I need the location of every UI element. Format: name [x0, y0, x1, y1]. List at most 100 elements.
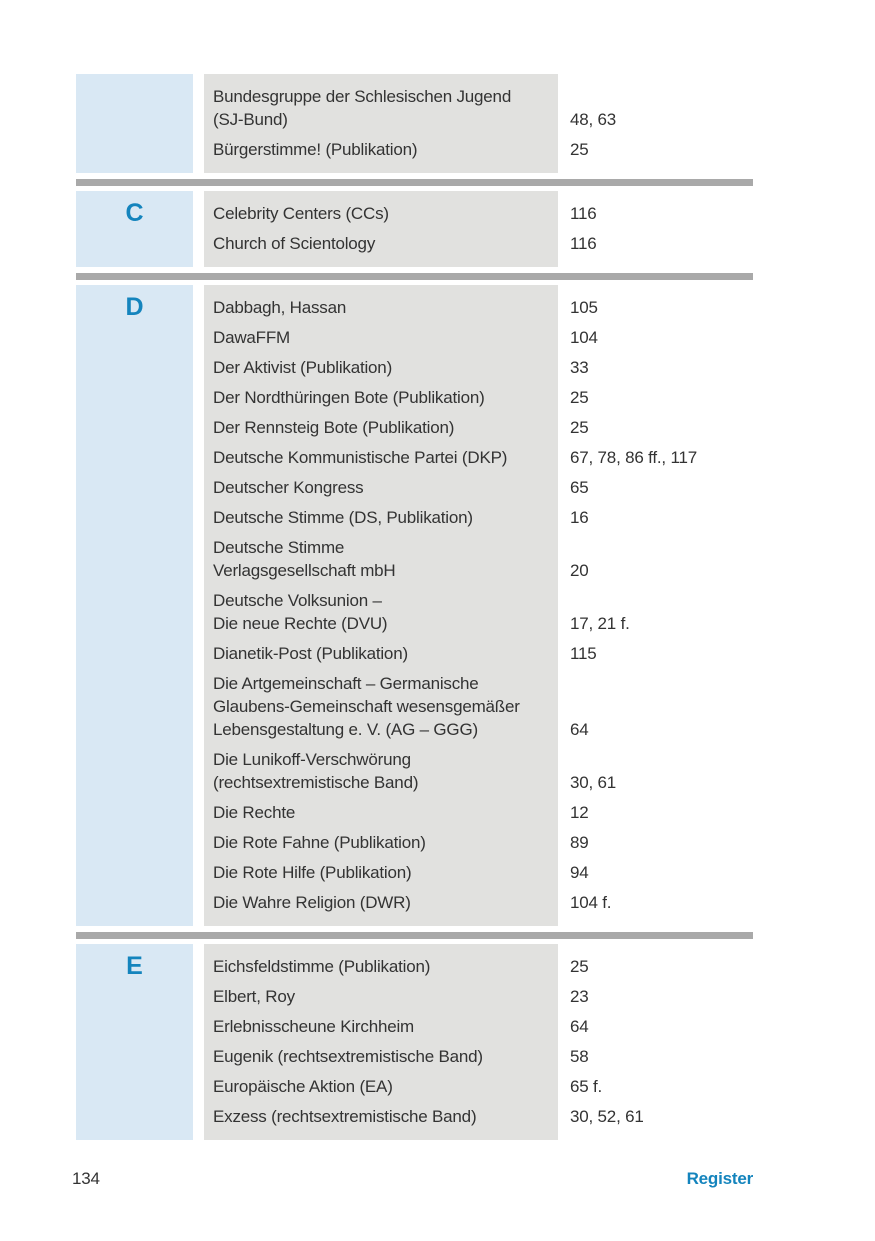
entry-pages: 104: [570, 328, 598, 347]
entry-name: DawaFFM: [213, 328, 290, 347]
entry-pages: 48, 63: [570, 110, 617, 129]
entry-name: Erlebnisscheune Kirchheim: [213, 1017, 414, 1036]
section-letter-cell: E: [76, 944, 193, 1140]
entry-name: Deutsche Stimme Verlagsgesellschaft mbH: [213, 538, 396, 580]
index-entry: Deutsche Volksunion – Die neue Rechte (D…: [204, 589, 753, 635]
entry-pages: 25: [570, 140, 589, 159]
entry-name: Eichsfeldstimme (Publikation): [213, 957, 431, 976]
index-entry: Erlebnisscheune Kirchheim 64: [204, 1015, 753, 1038]
section-entries: Dabbagh, Hassan 105 DawaFFM 104 Der Akti…: [204, 285, 753, 926]
index-entry: Der Rennsteig Bote (Publikation) 25: [204, 416, 753, 439]
entry-name: Church of Scientology: [213, 234, 376, 253]
entry-name: Die Wahre Religion (DWR): [213, 893, 411, 912]
entry-name: Der Aktivist (Publikation): [213, 358, 393, 377]
page-number: 134: [72, 1169, 100, 1188]
entry-pages: 25: [570, 957, 589, 976]
section-separator: [76, 932, 753, 939]
index-entry: Die Lunikoff-Verschwörung (rechtsextremi…: [204, 748, 753, 794]
index-entry: Celebrity Centers (CCs) 116: [204, 202, 753, 225]
register-label: Register: [686, 1169, 754, 1188]
index-entry: Elbert, Roy 23: [204, 985, 753, 1008]
entry-pages: 104 f.: [570, 893, 612, 912]
entry-name: Die Rote Fahne (Publikation): [213, 833, 426, 852]
column-gap: [193, 74, 204, 173]
entry-pages: 33: [570, 358, 589, 377]
index-section-c: C Celebrity Centers (CCs) 116 Church of …: [76, 191, 753, 267]
entry-name: Exzess (rechtsextremistische Band): [213, 1107, 477, 1126]
entry-pages: 65 f.: [570, 1077, 603, 1096]
column-gap: [193, 191, 204, 267]
index-entry: Deutscher Kongress 65: [204, 476, 753, 499]
column-gap: [193, 285, 204, 926]
entry-name: Eugenik (rechtsextremistische Band): [213, 1047, 483, 1066]
entry-pages: 64: [570, 720, 589, 739]
index-entry: Deutsche Stimme (DS, Publikation) 16: [204, 506, 753, 529]
entry-name: Der Rennsteig Bote (Publikation): [213, 418, 455, 437]
index-entry: DawaFFM 104: [204, 326, 753, 349]
section-letter: E: [126, 952, 143, 980]
entry-pages: 17, 21 f.: [570, 614, 630, 633]
entry-name: Celebrity Centers (CCs): [213, 204, 389, 223]
entry-pages: 64: [570, 1017, 589, 1036]
entry-name: Die Artgemeinschaft – Germanische Glaube…: [213, 674, 520, 739]
entry-pages: 25: [570, 388, 589, 407]
index-entry: Die Rechte 12: [204, 801, 753, 824]
entry-name: Deutsche Kommunistische Partei (DKP): [213, 448, 508, 467]
index-entry: Die Rote Hilfe (Publikation) 94: [204, 861, 753, 884]
section-letter-cell: [76, 74, 193, 173]
index-entry: Church of Scientology 116: [204, 232, 753, 255]
entry-name: Bürgerstimme! (Publikation): [213, 140, 418, 159]
index-entry: Bundesgruppe der Schlesischen Jugend (SJ…: [204, 85, 753, 131]
register-content: Bundesgruppe der Schlesischen Jugend (SJ…: [76, 74, 753, 1140]
index-entry: Dabbagh, Hassan 105: [204, 296, 753, 319]
entry-name: Bundesgruppe der Schlesischen Jugend (SJ…: [213, 87, 512, 129]
section-letter-cell: D: [76, 285, 193, 926]
section-entries: Bundesgruppe der Schlesischen Jugend (SJ…: [204, 74, 753, 173]
index-entry: Bürgerstimme! (Publikation) 25: [204, 138, 753, 161]
entry-name: Dabbagh, Hassan: [213, 298, 347, 317]
entry-pages: 65: [570, 478, 589, 497]
entry-pages: 89: [570, 833, 589, 852]
footer: 134 Register: [72, 1169, 753, 1189]
entry-pages: 16: [570, 508, 589, 527]
index-entry: Eichsfeldstimme (Publikation) 25: [204, 955, 753, 978]
index-entry: Europäische Aktion (EA) 65 f.: [204, 1075, 753, 1098]
index-entry: Dianetik-Post (Publikation) 115: [204, 642, 753, 665]
section-letter: D: [125, 293, 144, 321]
section-letter-cell: C: [76, 191, 193, 267]
index-entry: Deutsche Kommunistische Partei (DKP) 67,…: [204, 446, 753, 469]
entry-pages: 115: [570, 644, 597, 663]
index-entry: Der Aktivist (Publikation) 33: [204, 356, 753, 379]
index-entry: Der Nordthüringen Bote (Publikation) 25: [204, 386, 753, 409]
section-separator: [76, 273, 753, 280]
entry-pages: 30, 61: [570, 773, 617, 792]
index-entry: Deutsche Stimme Verlagsgesellschaft mbH …: [204, 536, 753, 582]
entry-pages: 25: [570, 418, 589, 437]
entry-name: Die Rote Hilfe (Publikation): [213, 863, 412, 882]
section-letter: C: [125, 199, 144, 227]
index-section-b-cont: Bundesgruppe der Schlesischen Jugend (SJ…: [76, 74, 753, 173]
index-entry: Exzess (rechtsextremistische Band) 30, 5…: [204, 1105, 753, 1128]
column-gap: [193, 944, 204, 1140]
entry-pages: 12: [570, 803, 589, 822]
entry-name: Die Lunikoff-Verschwörung (rechtsextremi…: [213, 750, 419, 792]
index-section-e: E Eichsfeldstimme (Publikation) 25 Elber…: [76, 944, 753, 1140]
section-entries: Celebrity Centers (CCs) 116 Church of Sc…: [204, 191, 753, 267]
index-entry: Die Artgemeinschaft – Germanische Glaube…: [204, 672, 753, 741]
entry-pages: 20: [570, 561, 589, 580]
entry-name: Deutsche Volksunion – Die neue Rechte (D…: [213, 591, 388, 633]
entry-name: Die Rechte: [213, 803, 296, 822]
entry-pages: 116: [570, 204, 597, 223]
index-entry: Die Rote Fahne (Publikation) 89: [204, 831, 753, 854]
entry-pages: 67, 78, 86 ff., 117: [570, 448, 697, 467]
entry-pages: 94: [570, 863, 589, 882]
section-separator: [76, 179, 753, 186]
index-entry: Die Wahre Religion (DWR) 104 f.: [204, 891, 753, 914]
entry-name: Der Nordthüringen Bote (Publikation): [213, 388, 485, 407]
entry-pages: 30, 52, 61: [570, 1107, 644, 1126]
entry-pages: 23: [570, 987, 589, 1006]
entry-name: Elbert, Roy: [213, 987, 295, 1006]
index-entry: Eugenik (rechtsextremistische Band) 58: [204, 1045, 753, 1068]
entry-name: Dianetik-Post (Publikation): [213, 644, 408, 663]
